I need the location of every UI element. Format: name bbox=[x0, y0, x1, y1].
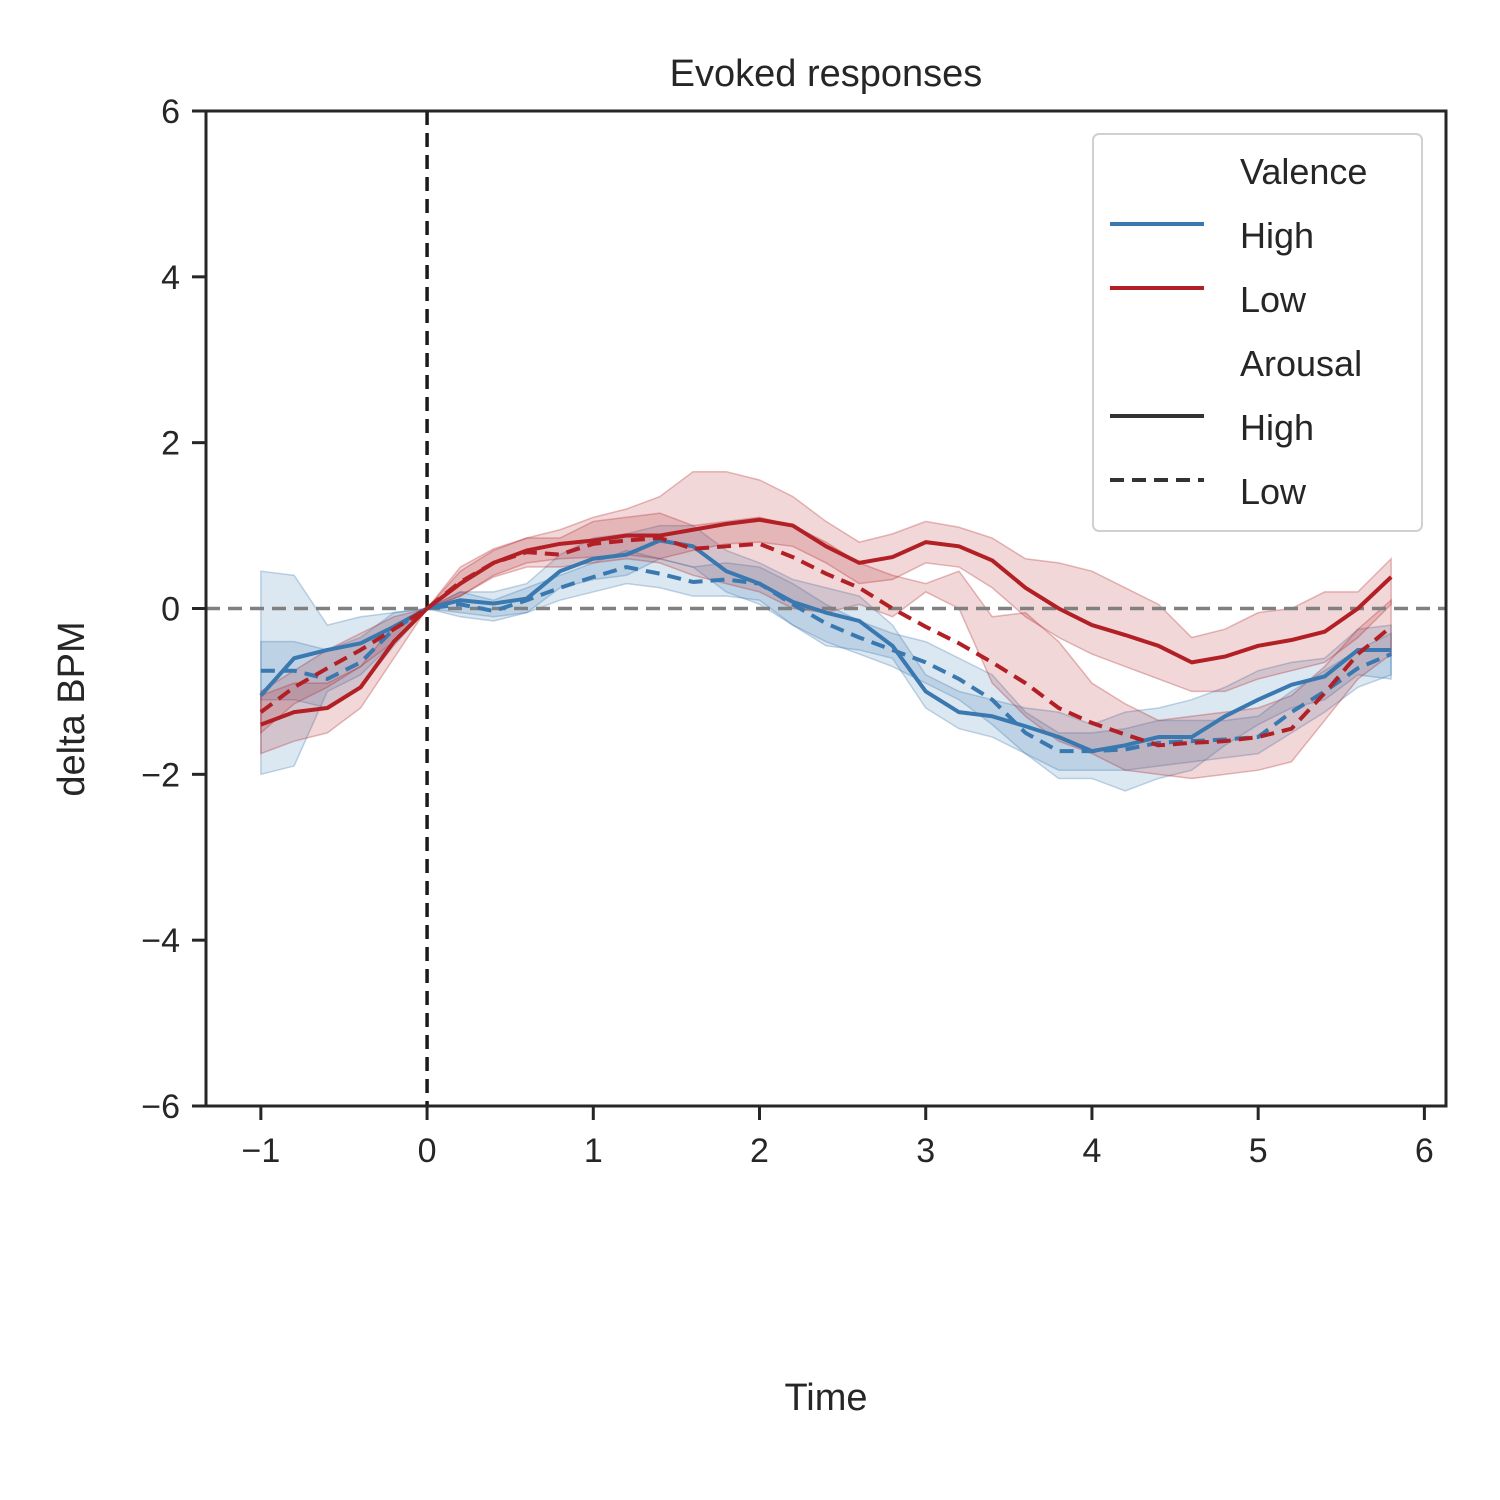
ci-band-high-valence-low-arousal bbox=[260, 549, 1392, 771]
x-tick-label: −1 bbox=[241, 1132, 280, 1170]
y-tick-label: 2 bbox=[161, 425, 180, 463]
y-tick-label: −2 bbox=[141, 756, 180, 794]
y-axis-label: delta BPM bbox=[51, 621, 93, 796]
legend-box bbox=[1092, 133, 1423, 532]
legend-label: High bbox=[1240, 215, 1314, 256]
x-tick-label: 1 bbox=[584, 1132, 603, 1170]
x-tick-label: 6 bbox=[1415, 1132, 1434, 1170]
x-tick-label: 0 bbox=[418, 1132, 437, 1170]
x-tick-label: 4 bbox=[1082, 1132, 1101, 1170]
legend-label: Low bbox=[1240, 279, 1307, 320]
y-tick-label: 0 bbox=[161, 591, 180, 629]
x-axis: −1 0 1 2 3 4 5 6 bbox=[241, 1106, 1434, 1170]
chart-title: Evoked responses bbox=[670, 53, 983, 95]
x-tick-label: 5 bbox=[1249, 1132, 1268, 1170]
series-lines bbox=[259, 517, 1393, 754]
legend-label: Low bbox=[1240, 471, 1307, 512]
legend: Valence High Low Arousal High Low bbox=[1092, 133, 1423, 532]
legend-header: Arousal bbox=[1240, 343, 1362, 384]
legend-header: Valence bbox=[1240, 151, 1367, 192]
y-axis: −6 −4 −2 0 2 4 6 bbox=[141, 93, 206, 1126]
x-axis-label: Time bbox=[784, 1377, 867, 1419]
legend-label: High bbox=[1240, 407, 1314, 448]
x-tick-label: 2 bbox=[750, 1132, 769, 1170]
y-tick-label: −6 bbox=[141, 1088, 180, 1126]
y-tick-label: 6 bbox=[161, 93, 180, 131]
y-tick-label: −4 bbox=[141, 922, 180, 960]
x-tick-label: 3 bbox=[916, 1132, 935, 1170]
y-tick-label: 4 bbox=[161, 259, 180, 297]
series-line-high-valence-high-arousal bbox=[259, 538, 1392, 754]
series-line-low-valence-low-arousal bbox=[259, 536, 1393, 748]
